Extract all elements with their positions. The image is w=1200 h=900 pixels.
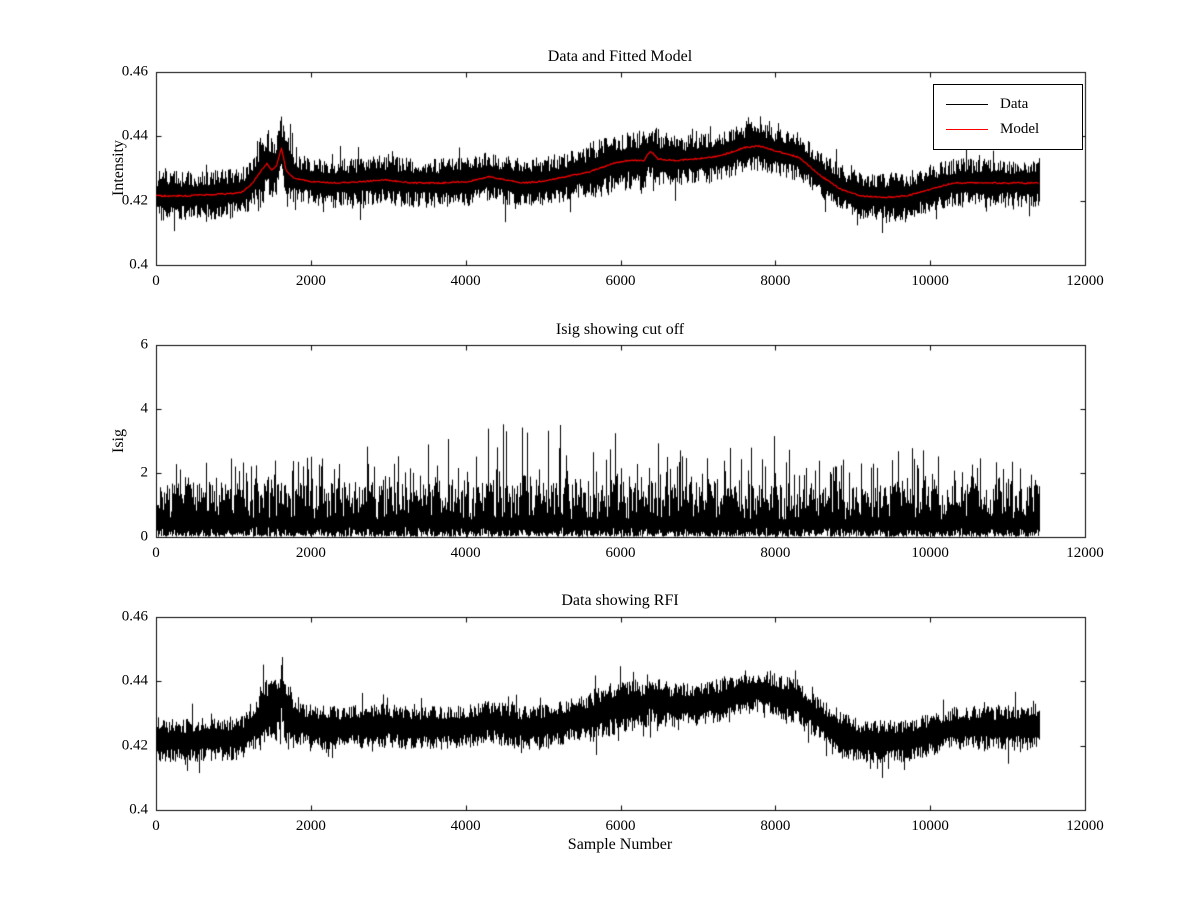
- x-tick-label: 4000: [450, 818, 481, 834]
- x-tick-label: 12000: [1066, 273, 1104, 289]
- y-tick-label: 0.44: [121, 672, 148, 689]
- x-tick-label: 6000: [605, 818, 636, 834]
- x-tick-label: 12000: [1066, 545, 1104, 561]
- legend-entry-label: Data: [1000, 96, 1029, 113]
- y-tick-label: 0.4: [129, 256, 148, 273]
- x-tick-label: 6000: [605, 545, 636, 561]
- x-tick-label: 10000: [911, 545, 949, 561]
- x-tick-label: 12000: [1066, 818, 1104, 834]
- y-tick-label: 0.42: [121, 737, 148, 754]
- legend-entry: Data: [946, 96, 1070, 113]
- x-tick-label: 8000: [760, 273, 791, 289]
- x-tick-label: 6000: [605, 273, 636, 289]
- model-line-swatch: [946, 128, 988, 130]
- data-line-swatch: [946, 104, 988, 106]
- x-tick-label: 4000: [450, 545, 481, 561]
- y-tick-label: 0.4: [129, 801, 148, 818]
- x-tick-label: 0: [152, 545, 160, 561]
- chart-1-title: Data and Fitted Model: [547, 48, 693, 65]
- y-tick-label: 0.46: [121, 608, 148, 625]
- y-tick-label: 4: [140, 400, 149, 417]
- legend-entry-label: Model: [1000, 120, 1040, 137]
- legend: Data Model: [933, 84, 1083, 150]
- chart-3-title: Data showing RFI: [561, 592, 679, 609]
- y-tick-label: 0: [140, 528, 149, 545]
- y-tick-label: 6: [140, 336, 149, 353]
- y-tick-label: 0.42: [121, 192, 148, 209]
- x-tick-label: 10000: [911, 273, 949, 289]
- x-tick-label: 0: [152, 818, 160, 834]
- x-tick-label: 8000: [760, 818, 791, 834]
- legend-entry: Model: [946, 121, 1070, 138]
- x-tick-label: 2000: [295, 545, 326, 561]
- x-tick-label: 8000: [760, 545, 791, 561]
- chart-3-xlabel: Sample Number: [567, 836, 673, 853]
- chart-2-ylabel: Isig: [110, 429, 127, 453]
- x-tick-label: 2000: [295, 273, 326, 289]
- y-tick-label: 0.44: [121, 127, 148, 144]
- y-tick-label: 2: [140, 464, 149, 481]
- y-tick-label: 0.46: [121, 63, 148, 80]
- x-tick-label: 2000: [295, 818, 326, 834]
- x-tick-label: 4000: [450, 273, 481, 289]
- x-tick-label: 0: [152, 273, 160, 289]
- chart-1-ylabel: Intensity: [110, 140, 127, 196]
- x-tick-label: 10000: [911, 818, 949, 834]
- chart-2-title: Isig showing cut off: [555, 321, 685, 338]
